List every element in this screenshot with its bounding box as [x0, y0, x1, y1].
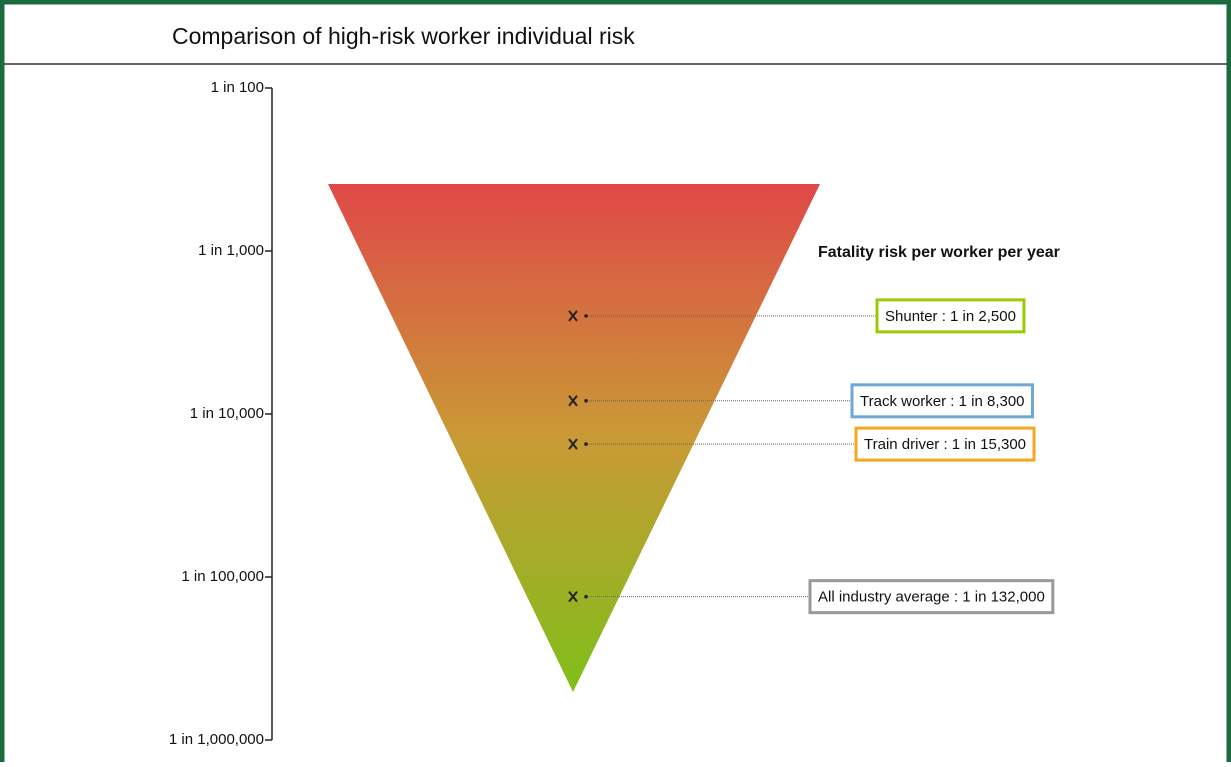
risk-marker — [568, 310, 578, 322]
risk-marker — [568, 395, 578, 407]
label-box — [808, 579, 1055, 615]
annotation: Fatality risk per worker per year — [818, 244, 1060, 261]
marker-stroke — [568, 395, 578, 407]
leader-dot — [584, 442, 588, 446]
value-label: Train driver : 1 in 15,300 — [864, 436, 1026, 453]
value-label: All industry average : 1 in 132,000 — [818, 589, 1045, 606]
y-tick-label: 1 in 1,000,000 — [169, 731, 264, 748]
marker-stroke — [568, 310, 578, 322]
value-label: Shunter : 1 in 2,500 — [885, 308, 1016, 325]
y-tick-label: 1 in 1,000 — [198, 242, 264, 259]
leader-dot — [584, 594, 588, 599]
leader-dot — [584, 314, 588, 318]
label-box — [854, 426, 1036, 462]
label-box — [875, 298, 1026, 334]
risk-marker — [568, 438, 578, 450]
marker-stroke — [568, 438, 578, 450]
y-tick-label: 1 in 100 — [211, 79, 264, 96]
leader-dot — [584, 399, 588, 403]
marker-stroke — [568, 591, 578, 603]
chart-title: Comparison of high-risk worker individua… — [172, 23, 635, 49]
y-tick-label: 1 in 100,000 — [181, 568, 264, 585]
risk-triangle — [328, 184, 820, 692]
label-box — [850, 383, 1035, 419]
y-tick-label: 1 in 10,000 — [190, 405, 264, 422]
risk-marker — [568, 591, 578, 603]
value-label: Track worker : 1 in 8,300 — [860, 393, 1025, 410]
